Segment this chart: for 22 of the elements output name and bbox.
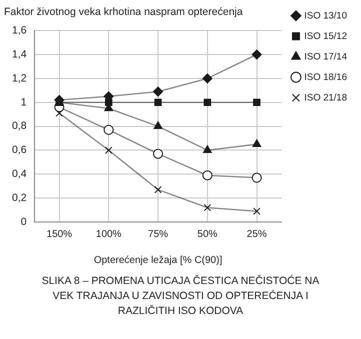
y-tick-label: 0,2 — [12, 192, 27, 204]
x-tick-label: 75% — [148, 228, 168, 240]
y-tick-label: 0,4 — [12, 168, 27, 180]
y-tick-label: 0,8 — [12, 120, 27, 132]
legend-label: ISO 13/10 — [304, 10, 348, 22]
y-tick-label: 1 — [20, 96, 27, 108]
x-tick-label: 100% — [96, 228, 122, 240]
y-tick-label: 1,4 — [12, 48, 27, 60]
text: SLIKA 8 – PROMENA UTICAJA ČESTICA NEČISTOĆE NA VEK TRAJANJA U ZAVISNOSTI OD OPTEREĆENJA I RAZLIČITIH ISO KODOVA — [40, 274, 320, 319]
x-tick-label: 150% — [46, 228, 72, 240]
x-tick-label: 25% — [246, 228, 267, 240]
chart-title: Faktor životnog veka krhotina naspram opterećenja — [4, 6, 243, 18]
legend-label: ISO 21/18 — [304, 92, 348, 104]
y-tick-label: 0 — [20, 216, 27, 228]
y-tick-label: 1,6 — [12, 24, 27, 36]
y-tick-label: 0,6 — [12, 144, 27, 156]
y-tick-label: 1,2 — [12, 72, 27, 84]
legend-label: ISO 15/12 — [304, 30, 348, 42]
x-axis-title: Opterećenje ležaja [% C(90)] — [94, 254, 222, 266]
x-tick-label: 50% — [197, 228, 218, 240]
legend-label: ISO 18/16 — [304, 72, 348, 83]
legend-label: ISO 17/14 — [304, 51, 348, 62]
